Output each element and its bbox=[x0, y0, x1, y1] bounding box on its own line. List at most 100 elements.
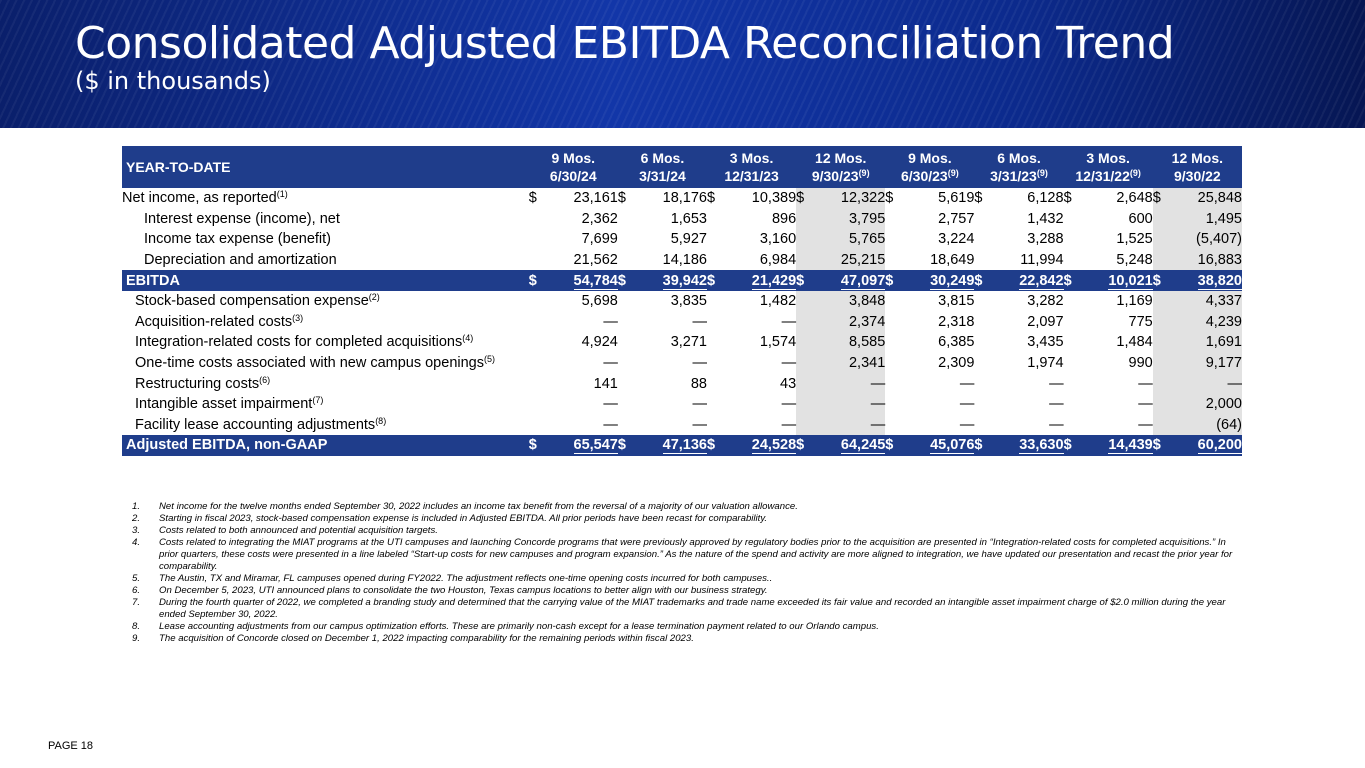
cell-value: — bbox=[986, 373, 1064, 394]
column-header: 3 Mos. 12/31/23 bbox=[707, 146, 797, 188]
footnote-text: Net income for the twelve months ended S… bbox=[159, 501, 798, 512]
cell-value-text: — bbox=[603, 396, 618, 413]
cell-value: 1,432 bbox=[986, 209, 1063, 230]
cell-value: — bbox=[808, 414, 886, 436]
footnote-text: Lease accounting adjustments from our ca… bbox=[159, 621, 879, 632]
currency-symbol bbox=[796, 208, 809, 230]
cell-value-text: — bbox=[959, 396, 975, 413]
cell-value-text: — bbox=[603, 313, 618, 330]
row-label: Integration-related costs for completed … bbox=[122, 332, 529, 353]
currency-symbol bbox=[707, 250, 719, 271]
currency-symbol bbox=[885, 394, 897, 415]
cell-value-text: 775 bbox=[1128, 313, 1153, 330]
cell-value: 896 bbox=[719, 209, 796, 230]
cell-value: 60,200 bbox=[1164, 435, 1242, 456]
currency-symbol bbox=[529, 394, 541, 415]
column-header: 9 Mos. 6/30/24 bbox=[528, 146, 618, 188]
currency-symbol bbox=[529, 415, 541, 436]
currency-symbol bbox=[796, 393, 809, 415]
currency-symbol bbox=[1152, 311, 1165, 333]
cell-value: 5,619 bbox=[897, 188, 974, 209]
cell-value: 2,374 bbox=[808, 311, 886, 333]
cell-value: 30,249 bbox=[897, 270, 975, 291]
row-footnote-ref: (1) bbox=[276, 189, 288, 200]
cell-value-text: — bbox=[692, 396, 708, 413]
footnote-text: During the fourth quarter of 2022, we co… bbox=[159, 597, 1226, 620]
cell-value-text: 14,186 bbox=[662, 252, 707, 269]
currency-symbol bbox=[974, 415, 986, 436]
currency-symbol bbox=[1152, 414, 1165, 436]
cell-value: 5,248 bbox=[1076, 250, 1152, 271]
cell-value: 990 bbox=[1076, 353, 1153, 374]
cell-value: 21,562 bbox=[541, 250, 618, 271]
cell-value-text: 25,215 bbox=[840, 252, 886, 269]
cell-value: 7,699 bbox=[541, 229, 618, 250]
cell-value: 5,765 bbox=[808, 229, 886, 250]
currency-symbol bbox=[796, 373, 809, 394]
column-date: 6/30/23(9) bbox=[885, 167, 974, 185]
currency-symbol: $ bbox=[707, 190, 716, 207]
cell-value-text: 4,337 bbox=[1205, 293, 1242, 310]
currency-symbol bbox=[1064, 415, 1076, 436]
cell-value-text: 2,362 bbox=[581, 210, 618, 227]
currency-symbol bbox=[1152, 332, 1165, 353]
currency-symbol bbox=[1064, 229, 1076, 250]
footnote-number: 2. bbox=[132, 513, 141, 524]
row-label-text: Net income, as reported bbox=[122, 190, 277, 207]
cell-value-text: 47,097 bbox=[840, 272, 886, 290]
table-row: Interest expense (income), net 2,362 1,653… bbox=[122, 208, 1242, 230]
row-label-text: Intangible asset impairment bbox=[135, 396, 313, 413]
cell-value-text: — bbox=[1138, 416, 1153, 433]
cell-value: 18,176 bbox=[630, 188, 707, 209]
row-label-text: Depreciation and amortization bbox=[144, 252, 337, 269]
cell-value: 25,215 bbox=[808, 249, 886, 271]
cell-value-text: 5,765 bbox=[848, 231, 886, 248]
column-date: 6/30/24 bbox=[529, 167, 618, 185]
cell-value: 23,161 bbox=[541, 188, 618, 209]
cell-value: 2,362 bbox=[541, 209, 618, 230]
row-label-text: One-time costs associated with new campu… bbox=[135, 355, 484, 372]
column-footnote-ref: (9) bbox=[947, 168, 959, 178]
row-footnote-ref: (8) bbox=[375, 415, 387, 426]
currency-symbol: $ bbox=[617, 190, 626, 207]
cell-value-text: 4,924 bbox=[581, 334, 618, 351]
cell-value-text: 1,691 bbox=[1205, 334, 1242, 351]
cell-value: — bbox=[719, 353, 797, 374]
row-label: Income tax expense (benefit) bbox=[122, 229, 529, 250]
cell-value-text: 11,994 bbox=[1020, 252, 1064, 269]
cell-value-text: 10,389 bbox=[751, 190, 797, 207]
cell-value-text: — bbox=[603, 355, 618, 372]
cell-value: 12,322 bbox=[808, 188, 886, 209]
footnote-number: 4. bbox=[132, 537, 141, 548]
cell-value: (64) bbox=[1164, 414, 1242, 436]
currency-symbol: $ bbox=[974, 270, 987, 291]
column-period: 6 Mos. bbox=[997, 150, 1041, 166]
currency-symbol bbox=[707, 229, 719, 250]
currency-symbol: $ bbox=[1152, 270, 1165, 291]
cell-value: — bbox=[897, 394, 975, 415]
cell-value-text: 1,169 bbox=[1116, 293, 1153, 310]
currency-symbol bbox=[796, 290, 809, 312]
cell-value: 16,883 bbox=[1164, 249, 1242, 271]
currency-symbol bbox=[796, 414, 809, 436]
cell-value-text: 3,848 bbox=[848, 293, 886, 310]
cell-value: 3,288 bbox=[986, 229, 1063, 250]
cell-value-text: 39,942 bbox=[662, 272, 707, 290]
row-label: Adjusted EBITDA, non-GAAP bbox=[122, 435, 529, 456]
cell-value: 3,795 bbox=[808, 208, 886, 230]
cell-value-text: — bbox=[1138, 375, 1153, 392]
cell-value-text: 23,161 bbox=[573, 190, 618, 207]
cell-value-text: 3,835 bbox=[670, 293, 707, 310]
currency-symbol bbox=[1152, 208, 1165, 230]
cell-value: — bbox=[541, 312, 618, 333]
table-row: Stock-based compensation expense(2) 5,698… bbox=[122, 290, 1242, 312]
currency-symbol: $ bbox=[617, 435, 630, 456]
currency-symbol bbox=[529, 332, 541, 353]
cell-value-text: (64) bbox=[1216, 416, 1242, 433]
currency-symbol bbox=[618, 209, 630, 230]
currency-symbol bbox=[885, 332, 897, 353]
ebitda-reconciliation-table: YEAR-TO-DATE 9 Mos. 6/30/24 6 Mos. 3/31/24 3… bbox=[122, 146, 1242, 456]
cell-value-text: 2,097 bbox=[1027, 313, 1064, 330]
table-header-row: YEAR-TO-DATE 9 Mos. 6/30/24 6 Mos. 3/31/24 3… bbox=[122, 146, 1242, 188]
currency-symbol bbox=[707, 209, 719, 230]
